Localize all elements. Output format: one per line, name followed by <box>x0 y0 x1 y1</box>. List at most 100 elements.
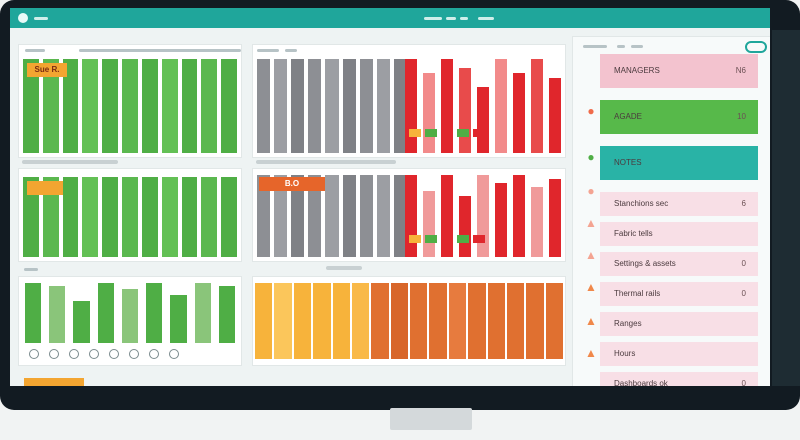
circle-icon[interactable] <box>89 349 99 359</box>
task-item[interactable]: MANAGERS N6 <box>600 54 758 88</box>
task-label: AGADE <box>614 112 643 121</box>
red-bar <box>441 175 453 257</box>
orange-bar <box>313 283 331 359</box>
panel-header-mark <box>583 45 607 48</box>
circle-icon[interactable] <box>109 349 119 359</box>
balloon-icon: ● <box>587 184 595 198</box>
gray-bar <box>325 175 339 257</box>
task-item[interactable]: AGADE 10 <box>600 100 758 134</box>
task-label: Fabric tells <box>614 229 653 238</box>
panel-header-mark <box>285 49 297 52</box>
green-bar <box>122 177 138 257</box>
red-bar <box>477 175 489 257</box>
orange-bar <box>487 283 505 359</box>
green-bar <box>73 301 90 343</box>
circle-icon[interactable] <box>129 349 139 359</box>
green-mini-bars <box>25 283 235 343</box>
task-value: 0 <box>741 289 746 298</box>
green-bars-2 <box>23 177 237 257</box>
title-bar <box>10 8 770 28</box>
cone-icon: ▲ <box>585 314 597 328</box>
panel-header-mark <box>257 49 279 52</box>
gray-bar <box>274 175 288 257</box>
gray-bar <box>325 59 339 153</box>
task-value: 10 <box>737 112 746 121</box>
gray-bar <box>359 175 373 257</box>
legend-swatch <box>409 235 421 243</box>
task-item[interactable]: Thermal rails 0 <box>600 282 758 306</box>
lamp-icon: ● <box>587 104 595 118</box>
red-bar <box>441 59 453 153</box>
green-bar <box>102 177 119 257</box>
circle-icon[interactable] <box>29 349 39 359</box>
green-bar <box>62 59 79 153</box>
green-bar <box>121 289 139 343</box>
gray-bar <box>376 175 390 257</box>
app-screen: Sue R. B.O <box>10 8 770 386</box>
task-item[interactable]: Hours <box>600 342 758 366</box>
red-bar <box>405 59 417 153</box>
green-bar <box>141 177 158 257</box>
green-bar <box>102 59 119 153</box>
circle-icon[interactable] <box>169 349 179 359</box>
gray-bars <box>257 59 407 153</box>
orange-bar <box>274 283 292 359</box>
green-slider[interactable] <box>22 160 118 164</box>
legend-swatch <box>409 129 421 137</box>
task-label: Hours <box>614 349 636 358</box>
gray-bar <box>359 59 373 153</box>
panel-header-mark <box>24 268 38 271</box>
gray-bar <box>291 59 305 153</box>
gray-bar <box>308 59 322 153</box>
circle-icon[interactable] <box>49 349 59 359</box>
red-bar <box>531 59 543 153</box>
green-panel-tag-2 <box>27 181 63 195</box>
green-chart-panel: Sue R. <box>18 44 242 158</box>
gray-bar <box>308 175 322 257</box>
gray-slider[interactable] <box>256 160 396 164</box>
orange-bars <box>255 283 563 359</box>
title-mark <box>478 17 494 20</box>
task-item[interactable]: NOTES <box>600 146 758 180</box>
circle-icon[interactable] <box>69 349 79 359</box>
green-chart-panel-2 <box>18 168 242 262</box>
title-mark <box>446 17 456 20</box>
footer-bar <box>24 378 84 386</box>
gray-bar <box>274 59 288 153</box>
green-bar <box>23 59 39 153</box>
task-item[interactable]: Settings & assets 0 <box>600 252 758 276</box>
task-label: Stanchions sec <box>614 199 669 208</box>
red-bar <box>549 179 561 257</box>
green-bar <box>97 283 114 343</box>
monitor-bezel: Sue R. B.O <box>0 0 800 410</box>
red-bar <box>423 191 435 257</box>
circle-icon[interactable] <box>149 349 159 359</box>
red-bar <box>549 77 561 153</box>
orange-slider[interactable] <box>326 266 362 270</box>
task-item[interactable]: Fabric tells <box>600 222 758 246</box>
green-bar <box>122 59 138 153</box>
orange-chart-panel <box>252 276 566 366</box>
balloon-icon: ▲ <box>585 248 597 262</box>
green-bar <box>181 177 198 257</box>
green-bar <box>62 177 79 257</box>
orange-bar <box>371 283 389 359</box>
green-bar <box>161 177 178 257</box>
orange-bar <box>545 283 563 359</box>
task-item[interactable]: Stanchions sec 6 <box>600 192 758 216</box>
orange-bar <box>293 283 312 359</box>
legend-swatch <box>473 235 485 243</box>
orange-bar <box>468 283 486 359</box>
legend-swatch <box>425 129 437 137</box>
panel-header-line <box>79 49 241 52</box>
legend-strip <box>409 235 485 243</box>
task-item[interactable]: Ranges <box>600 312 758 336</box>
task-item[interactable]: Dashboards ok 0 <box>600 372 758 386</box>
green-panel-tag: Sue R. <box>27 63 67 77</box>
task-value: N6 <box>735 66 746 75</box>
orange-bar <box>351 283 370 359</box>
green-bar <box>181 59 198 153</box>
legend-swatch <box>425 235 437 243</box>
title-mark <box>460 17 468 20</box>
toggle-icon[interactable] <box>745 41 767 53</box>
